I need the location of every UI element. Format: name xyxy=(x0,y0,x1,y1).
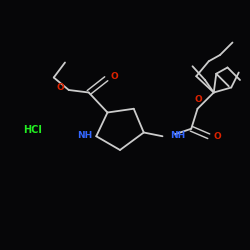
Text: O: O xyxy=(110,72,118,81)
Text: O: O xyxy=(195,95,202,104)
Text: O: O xyxy=(56,83,64,92)
Text: HCl: HCl xyxy=(23,125,42,135)
Text: O: O xyxy=(213,132,221,141)
Text: NH: NH xyxy=(170,130,185,140)
Text: NH: NH xyxy=(78,130,92,140)
